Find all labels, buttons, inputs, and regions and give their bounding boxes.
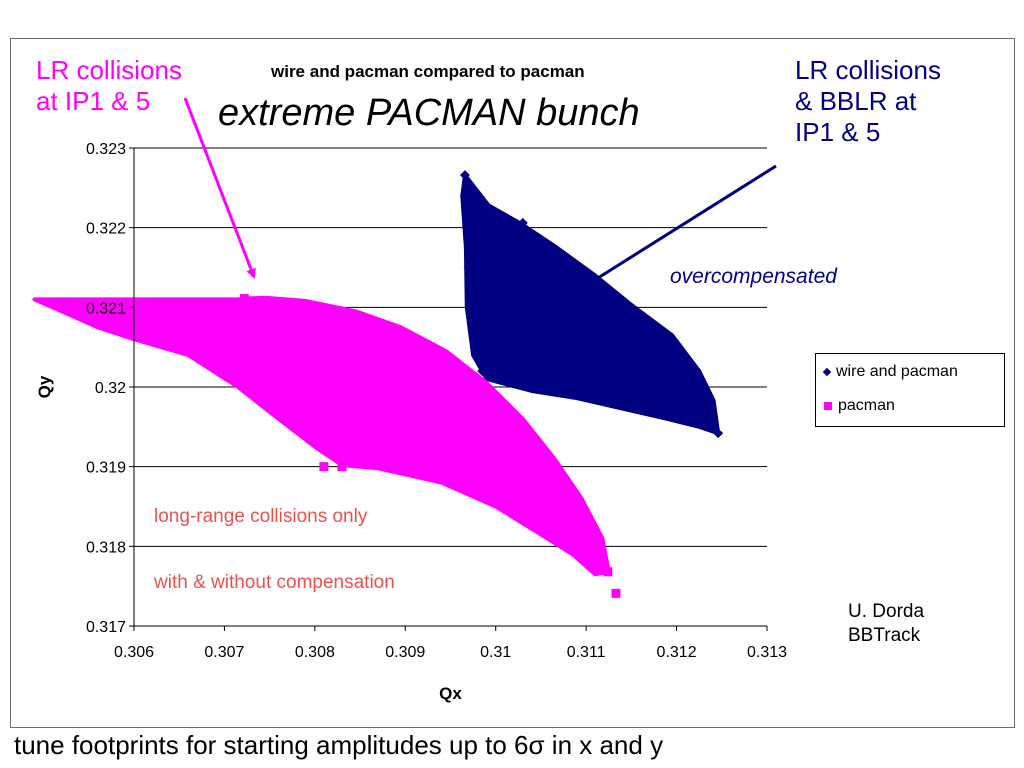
series-pacman (32, 294, 621, 598)
y-tick-label: 0.321 (86, 300, 126, 317)
y-tick-label: 0.322 (86, 221, 126, 238)
annotation-with-without: with & without compensation (154, 572, 395, 593)
credit-line1: U. Dorda (848, 601, 925, 622)
data-point (239, 294, 249, 304)
chart-subtitle: extreme PACMAN bunch (218, 92, 640, 134)
x-tick-label: 0.307 (204, 644, 244, 661)
chart-legend: wire and pacman pacman (815, 353, 1005, 427)
annotation-bblr-line2: & BBLR at (795, 86, 917, 116)
annotation-bblr-line1: LR collisions (795, 55, 941, 85)
x-tick-label: 0.312 (657, 644, 697, 661)
legend-diamond-icon (822, 367, 832, 377)
x-tick-label: 0.306 (114, 644, 154, 661)
legend-item-pacman: pacman (824, 397, 895, 415)
x-tick-label: 0.313 (747, 644, 787, 661)
legend-square-icon (824, 401, 832, 410)
x-axis-label: Qx (439, 684, 462, 703)
credit-line2: BBTrack (848, 625, 921, 646)
chart-title: wire and pacman compared to pacman (271, 62, 585, 81)
data-point (611, 588, 621, 598)
slide-caption: tune footprints for starting amplitudes … (14, 730, 664, 760)
data-point (319, 462, 329, 472)
annotation-lr-line1: LR collisions (36, 55, 182, 85)
data-point (603, 567, 613, 577)
data-point (337, 462, 347, 472)
annotation-lr-bblr: LR collisions & BBLR at IP1 & 5 (795, 55, 941, 148)
data-point (713, 428, 724, 439)
series-footprint (460, 173, 721, 436)
annotation-lr-collisions: LR collisions at IP1 & 5 (36, 55, 182, 117)
annotation-lr-line2: at IP1 & 5 (36, 86, 151, 116)
y-axis-label: Qy (35, 375, 54, 398)
y-tick-label: 0.32 (95, 380, 126, 397)
y-tick-label: 0.323 (86, 141, 126, 158)
data-point (517, 217, 528, 228)
data-point (615, 296, 626, 306)
data-point (460, 170, 470, 181)
legend-label-wire: wire and pacman (836, 363, 958, 380)
data-point (463, 262, 474, 273)
arrow-to-wire-series (579, 164, 777, 290)
x-tick-label: 0.309 (385, 644, 425, 661)
y-tick-label: 0.317 (86, 619, 126, 636)
series-footprint (32, 295, 611, 577)
data-point (477, 366, 488, 377)
x-tick-label: 0.311 (567, 644, 606, 661)
y-tick-label: 0.319 (86, 460, 126, 477)
credit: U. Dorda BBTrack (848, 600, 924, 648)
x-tick-label: 0.31 (480, 644, 511, 661)
annotation-bblr-line3: IP1 & 5 (795, 117, 881, 147)
series-wire-and-pacman (460, 170, 724, 439)
annotation-overcompensated: overcompensated (670, 265, 837, 288)
annotation-arrows (183, 97, 777, 290)
arrow-to-pacman (183, 97, 256, 279)
data-point (509, 414, 519, 424)
axes: 0.317 0.318 0.319 0.32 0.321 0.322 0.323 0.306 0… (35, 141, 787, 703)
y-tick-label: 0.318 (86, 539, 126, 556)
series-layer (32, 170, 724, 598)
x-tick-label: 0.308 (295, 644, 335, 661)
annotation-long-range-only: long-range collisions only (154, 506, 368, 527)
chart-frame (10, 38, 1015, 728)
data-point (671, 382, 682, 392)
legend-item-wire: wire and pacman (822, 363, 958, 381)
legend-label-pacman: pacman (838, 397, 895, 414)
